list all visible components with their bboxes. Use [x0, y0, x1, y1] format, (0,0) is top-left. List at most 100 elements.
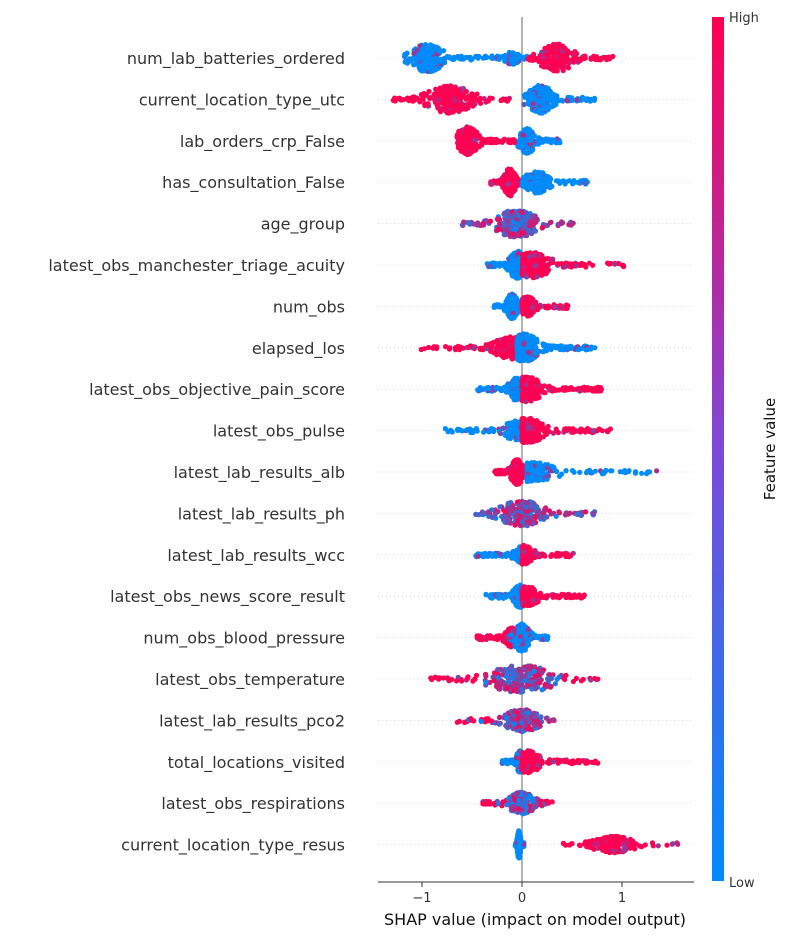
- shap-dot: [530, 439, 537, 445]
- shap-dot: [482, 54, 488, 60]
- shap-dot: [538, 91, 544, 97]
- shap-dot: [508, 169, 514, 175]
- shap-dot: [544, 305, 550, 311]
- shap-dot: [415, 56, 421, 62]
- shap-dot: [501, 175, 507, 181]
- shap-dot: [518, 466, 524, 472]
- shap-dot: [514, 231, 521, 237]
- shap-dot: [541, 102, 547, 108]
- shap-dot: [506, 470, 512, 476]
- shap-dot: [455, 92, 461, 99]
- shap-dot: [559, 97, 565, 103]
- shap-dot: [511, 464, 517, 470]
- shap-dot: [530, 304, 536, 311]
- shap-dot: [505, 96, 511, 103]
- shap-dot: [510, 137, 517, 143]
- shap-dot: [444, 53, 450, 60]
- shap-dot: [569, 95, 575, 101]
- shap-dot: [534, 274, 540, 280]
- shap-dot: [494, 216, 500, 222]
- shap-dot: [527, 389, 533, 395]
- shap-dot: [516, 53, 523, 59]
- shap-dot: [432, 344, 438, 350]
- shap-dot: [558, 53, 565, 59]
- shap-dot: [528, 174, 534, 180]
- shap-dot: [582, 262, 588, 268]
- shap-dot: [461, 219, 467, 225]
- shap-dot: [530, 356, 536, 362]
- shap-dot: [435, 89, 441, 95]
- shap-dot: [527, 340, 533, 346]
- shap-dot: [590, 262, 596, 268]
- shap-dot: [541, 348, 547, 355]
- shap-dot: [554, 50, 560, 56]
- shap-dot: [502, 54, 508, 61]
- shap-dot: [487, 428, 493, 434]
- shap-dot: [507, 434, 513, 441]
- shap-dot: [605, 260, 611, 266]
- shap-dot: [510, 214, 516, 220]
- shap-dot: [455, 54, 461, 61]
- shap-dot: [521, 230, 527, 236]
- shap-dot: [427, 95, 433, 101]
- shap-dot: [512, 56, 518, 63]
- shap-dot: [511, 52, 517, 58]
- shap-dot: [570, 426, 576, 432]
- shap-dot: [557, 180, 563, 186]
- shap-dot: [502, 222, 508, 228]
- shap-dot: [530, 101, 536, 107]
- shap-dot: [535, 86, 542, 92]
- shap-dot: [540, 96, 546, 102]
- shap-dot: [538, 63, 545, 69]
- shap-dot: [418, 346, 424, 353]
- shap-dot: [441, 48, 447, 54]
- shap-dot: [559, 261, 565, 267]
- shap-dot: [457, 136, 464, 142]
- shap-dot: [406, 56, 412, 62]
- shap-dot: [521, 388, 527, 394]
- shap-dot: [534, 182, 540, 188]
- shap-dot: [609, 54, 616, 60]
- shap-dot: [456, 144, 462, 150]
- shap-dot: [488, 345, 494, 351]
- shap-dot: [478, 100, 484, 106]
- shap-dot: [588, 55, 594, 61]
- shap-dot: [587, 98, 593, 104]
- shap-dot: [501, 307, 507, 313]
- shap-dot: [423, 59, 429, 65]
- shap-dot: [505, 181, 511, 187]
- shap-dots-layer: [390, 41, 681, 861]
- shap-dot: [424, 102, 430, 108]
- shap-dot: [632, 470, 639, 476]
- shap-dot: [515, 221, 522, 227]
- shap-dot: [441, 88, 447, 95]
- shap-dot: [493, 385, 499, 392]
- shap-dot: [539, 272, 545, 278]
- shap-dot: [500, 96, 506, 102]
- shap-dot: [551, 103, 557, 109]
- shap-dot: [596, 57, 602, 63]
- shap-dot: [470, 127, 476, 133]
- shap-dot: [471, 221, 477, 227]
- shap-dot: [495, 226, 501, 232]
- shap-dot: [437, 109, 444, 115]
- shap-dot: [533, 216, 539, 222]
- shap-dot: [590, 428, 596, 434]
- shap-dot: [511, 258, 517, 264]
- shap-dot: [438, 58, 444, 64]
- shap-dot: [561, 387, 568, 393]
- shap-dot: [477, 346, 484, 352]
- shap-dot: [530, 91, 536, 97]
- shap-dot: [481, 386, 487, 392]
- shap-dot: [605, 428, 611, 434]
- shap-dot: [576, 56, 582, 63]
- shap-dot: [568, 345, 574, 351]
- shap-dot: [546, 182, 552, 188]
- shap-dot: [510, 174, 516, 180]
- shap-dot: [398, 97, 404, 103]
- shap-dot: [507, 230, 513, 236]
- shap-dot: [536, 394, 542, 400]
- shap-dot: [470, 148, 476, 154]
- shap-dot: [565, 303, 571, 309]
